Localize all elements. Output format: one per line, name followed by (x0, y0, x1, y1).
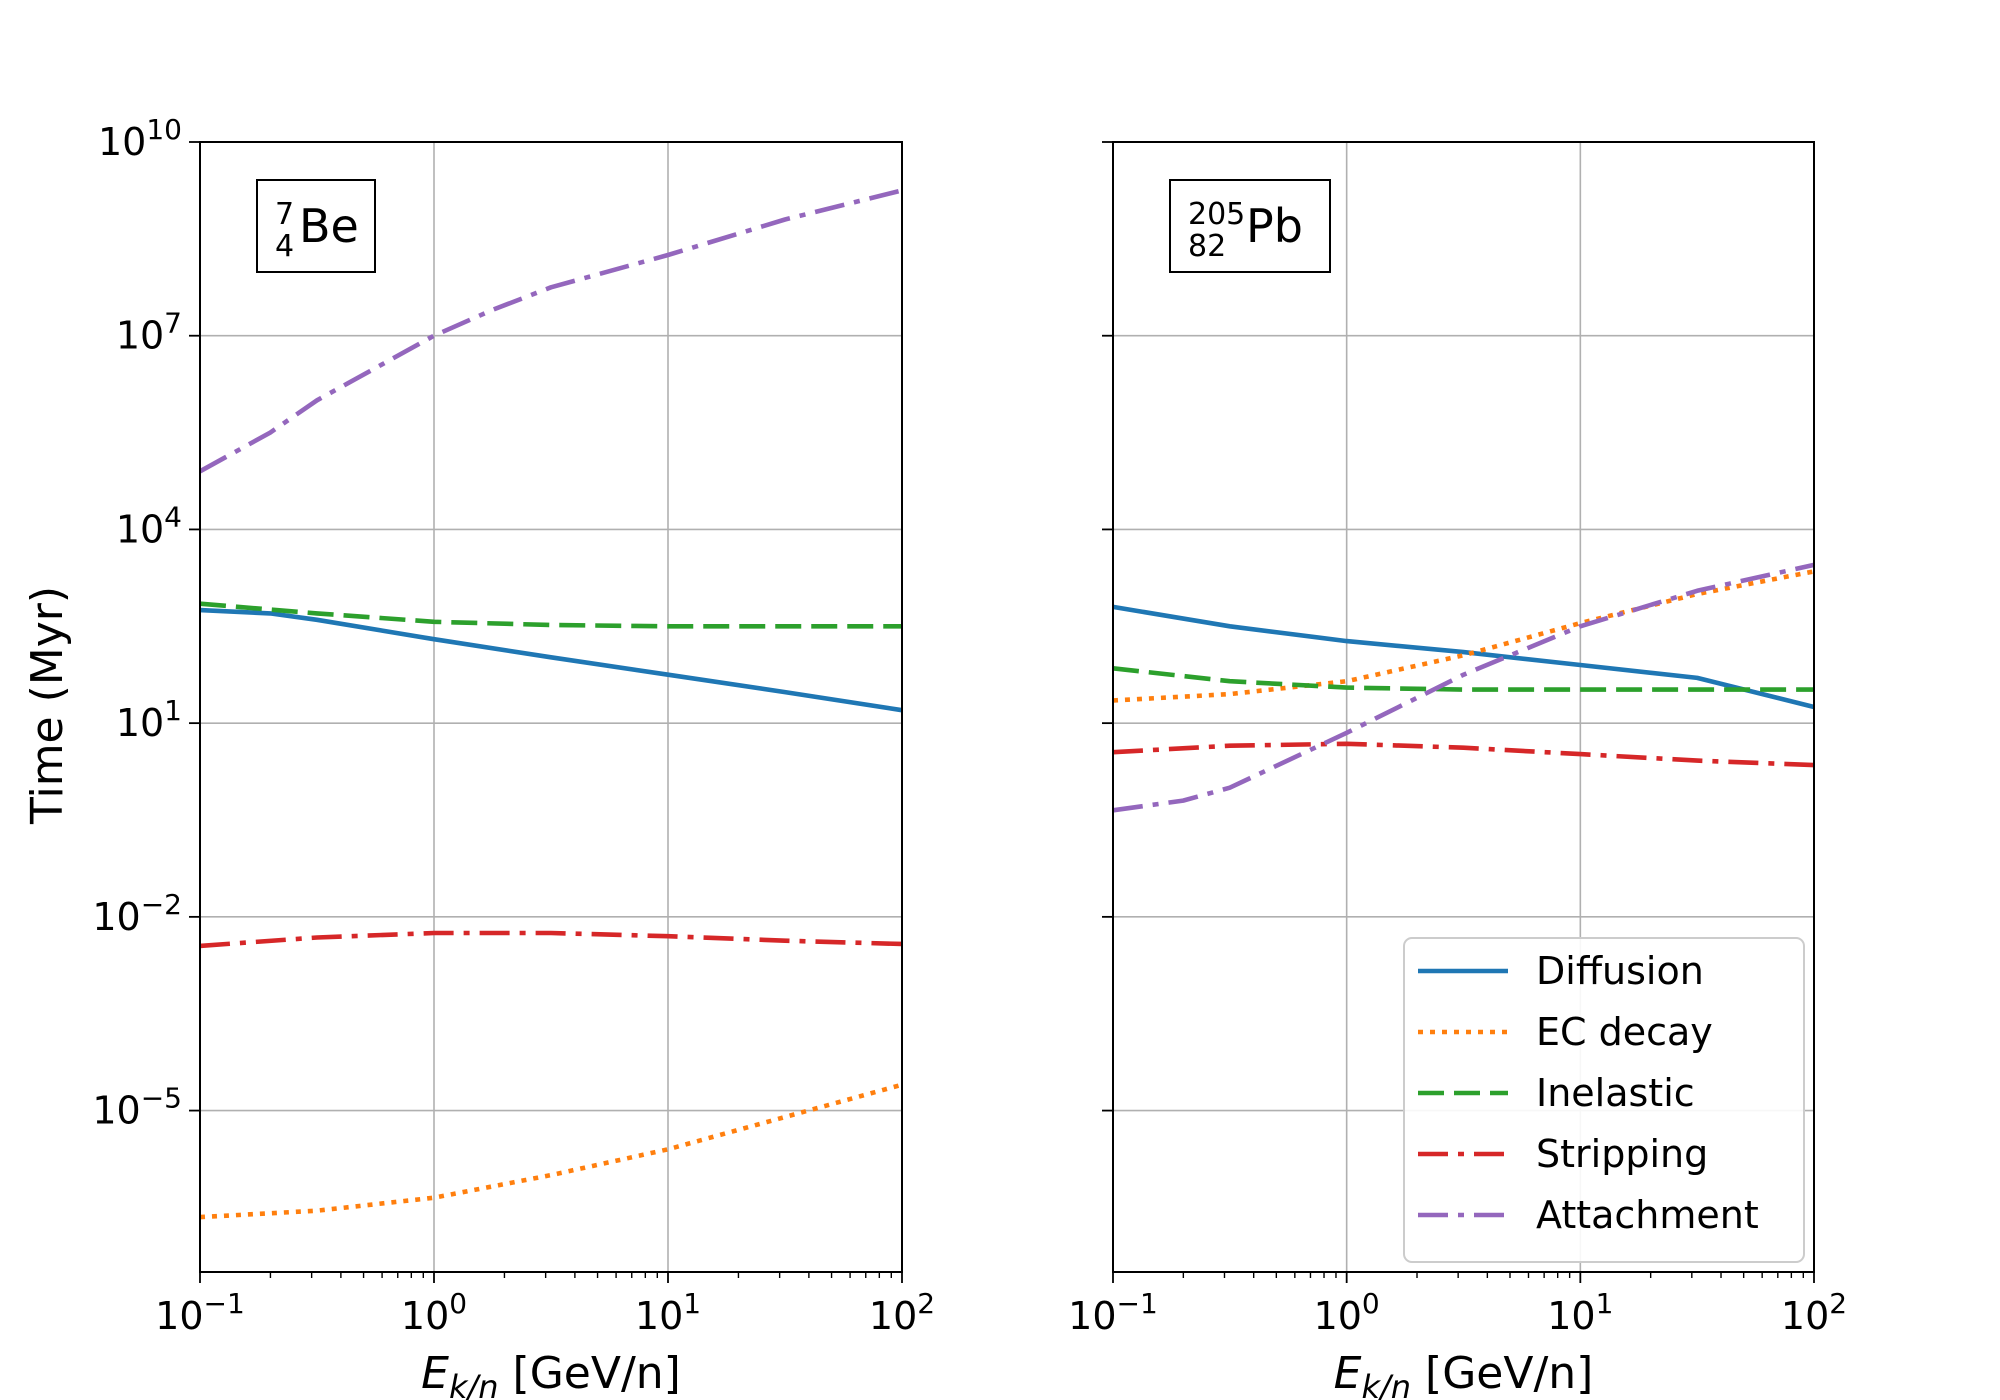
y-tick-label: 1010 (98, 113, 182, 164)
y-tick-label: 104 (116, 500, 182, 551)
series-line-stripping (1112, 741, 1815, 768)
plot-frame (199, 141, 903, 1273)
x-tick-label: 100 (1314, 1287, 1380, 1338)
series-line-inelastic (199, 601, 902, 629)
y-tick-label: 10−2 (92, 888, 182, 939)
legend-label: Inelastic (1536, 1071, 1695, 1115)
x-tick-label: 102 (1781, 1287, 1847, 1338)
series-line-inelastic (1112, 666, 1814, 692)
legend-box (1403, 937, 1805, 1263)
legend: Diffusion EC decay Inelastic Stripping Attac… (1403, 937, 1805, 1263)
x-tick-label: 100 (401, 1287, 467, 1338)
x-axis-title: Ek/n [GeV/n] (1334, 1348, 1594, 1400)
legend-label: Diffusion (1536, 949, 1704, 993)
y-axis-title: Time (Myr) (22, 586, 73, 825)
series-line-attachment (1112, 562, 1815, 813)
nuclide-symbol: Be (299, 199, 359, 253)
legend-label: Attachment (1536, 1193, 1759, 1237)
legend-label: EC decay (1536, 1010, 1713, 1054)
nuclide-label-box (1169, 179, 1331, 273)
nuclide-charge-number: 4 (275, 229, 294, 264)
nuclide-mass-number: 7 (275, 197, 294, 232)
series-line-diffusion (1112, 604, 1815, 710)
x-axis-title: Ek/n [GeV/n] (421, 1348, 681, 1400)
y-tick-label: 107 (116, 307, 182, 358)
nuclide-label-box (256, 179, 376, 273)
x-tick-label: 101 (1547, 1287, 1613, 1338)
x-tick-label: 102 (869, 1287, 935, 1338)
series-line-diffusion (199, 607, 903, 713)
series-line-attachment (198, 188, 903, 474)
x-tick-label: 10−1 (1068, 1287, 1158, 1338)
chart-panel-1: 10−1 100 101 102 1010 107 104 101 10−2 10−5 Ek/n [… (92, 113, 935, 1400)
series-line-stripping (199, 930, 903, 949)
nuclide-charge-number: 82 (1188, 229, 1226, 264)
nuclide-mass-number: 205 (1188, 197, 1245, 232)
plot-frame (1112, 141, 1815, 1273)
y-tick-label: 10−5 (92, 1082, 182, 1133)
y-tick-label: 101 (116, 694, 182, 745)
nuclide-symbol: Pb (1246, 199, 1303, 253)
legend-label: Stripping (1536, 1132, 1708, 1176)
x-tick-label: 10−1 (155, 1287, 245, 1338)
x-tick-label: 101 (635, 1287, 701, 1338)
